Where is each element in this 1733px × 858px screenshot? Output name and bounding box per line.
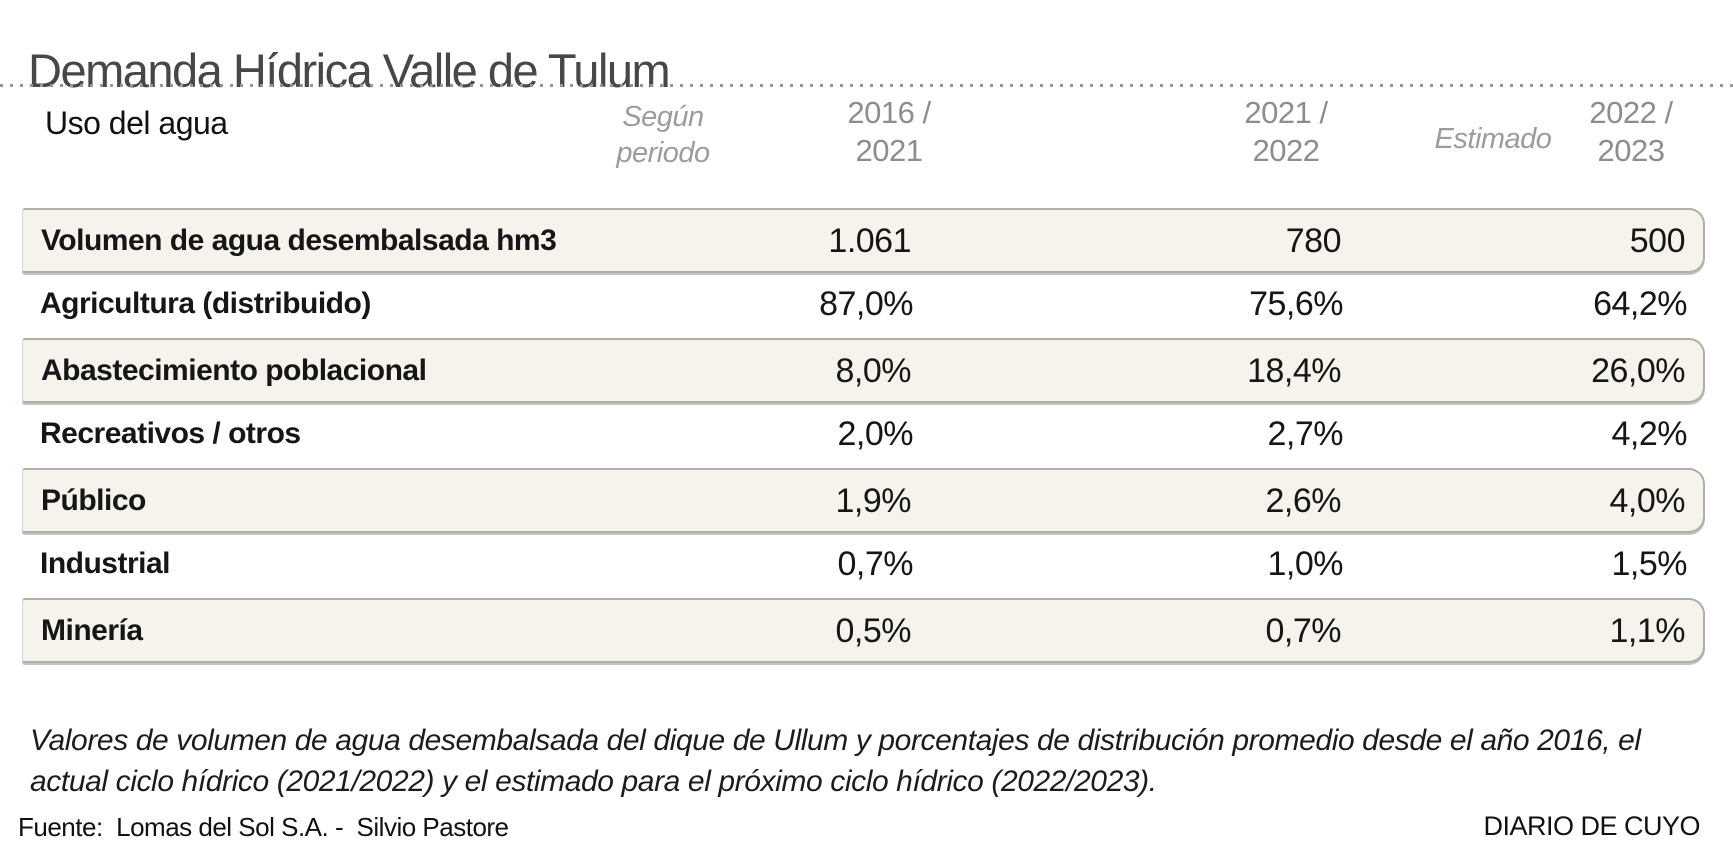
row-value-2022-2023: 64,2% [1593, 285, 1687, 323]
row-value-2016-2021: 87,0% [819, 285, 913, 323]
row-value-2021-2022: 75,6% [1249, 285, 1343, 323]
row-value-2016-2021: 1,9% [835, 482, 912, 520]
row-value-2016-2021: 2,0% [837, 415, 914, 453]
row-label: Público [41, 484, 146, 517]
column-header-line2: 2021 [855, 133, 923, 168]
column-header-line2: 2022 [1252, 133, 1320, 168]
row-value-2021-2022: 2,7% [1267, 415, 1344, 453]
column-header-2016-2021: 2016 /2021 [789, 94, 989, 170]
column-header-line2: 2023 [1597, 133, 1665, 168]
publisher-credit: DIARIO DE CUYO [1483, 811, 1700, 841]
period-hint-line2: periodo [616, 137, 710, 169]
column-header-line1: 2022 / [1589, 95, 1673, 130]
footnote-text: Valores de volumen de agua desembalsada … [30, 724, 1641, 798]
period-hint-line1: Según [622, 101, 704, 133]
table-row-volumen-desembalsada: Volumen de agua desembalsada hm3 1.061 7… [22, 208, 1705, 273]
estimated-hint-label: Estimado [1434, 123, 1552, 155]
row-value-2016-2021: 1.061 [828, 222, 911, 260]
table-row-publico: Público 1,9% 2,6% 4,0% [22, 468, 1705, 533]
table-body: Volumen de agua desembalsada hm3 1.061 7… [22, 208, 1705, 663]
row-value-2016-2021: 0,7% [837, 545, 914, 583]
row-value-2021-2022: 2,6% [1265, 482, 1342, 520]
table-row-industrial: Industrial 0,7% 1,0% 1,5% [22, 533, 1705, 598]
row-value-2021-2022: 780 [1285, 222, 1342, 260]
row-axis-label: Uso del agua [45, 105, 228, 141]
table-row-agricultura: Agricultura (distribuido) 87,0% 75,6% 64… [22, 273, 1705, 338]
period-hint-label: Según periodo [563, 99, 763, 171]
column-header-line1: 2021 / [1244, 95, 1328, 130]
table-row-recreativos: Recreativos / otros 2,0% 2,7% 4,2% [22, 403, 1705, 468]
row-value-2022-2023: 500 [1629, 222, 1686, 260]
row-label: Recreativos / otros [40, 417, 301, 450]
table-header: Uso del agua Según periodo 2016 /2021 202… [0, 92, 1733, 204]
row-value-2016-2021: 0,5% [835, 612, 912, 650]
row-value-2021-2022: 1,0% [1267, 545, 1344, 583]
row-value-2021-2022: 18,4% [1247, 352, 1341, 390]
source-credit: Fuente: Lomas del Sol S.A. - Silvio Past… [18, 812, 509, 842]
row-label: Industrial [40, 547, 171, 580]
column-header-line1: 2016 / [847, 95, 931, 130]
row-label: Minería [41, 614, 143, 647]
row-label: Abastecimiento poblacional [41, 354, 427, 387]
row-label: Volumen de agua desembalsada hm3 [41, 224, 557, 257]
table-row-mineria: Minería 0,5% 0,7% 1,1% [22, 598, 1705, 663]
row-label: Agricultura (distribuido) [40, 287, 371, 320]
row-value-2021-2022: 0,7% [1265, 612, 1342, 650]
table-row-abastecimiento: Abastecimiento poblacional 8,0% 18,4% 26… [22, 338, 1705, 403]
row-value-2022-2023: 4,2% [1611, 415, 1688, 453]
column-header-2022-2023: 2022 /2023 [1531, 94, 1731, 170]
row-value-2022-2023: 4,0% [1609, 482, 1686, 520]
dotted-divider [0, 84, 1733, 87]
row-value-2016-2021: 8,0% [835, 352, 912, 390]
column-header-2021-2022: 2021 /2022 [1186, 94, 1386, 170]
row-value-2022-2023: 1,5% [1611, 545, 1688, 583]
row-value-2022-2023: 26,0% [1591, 352, 1685, 390]
row-value-2022-2023: 1,1% [1609, 612, 1686, 650]
page-title: Demanda Hídrica Valle de Tulum [28, 44, 671, 98]
